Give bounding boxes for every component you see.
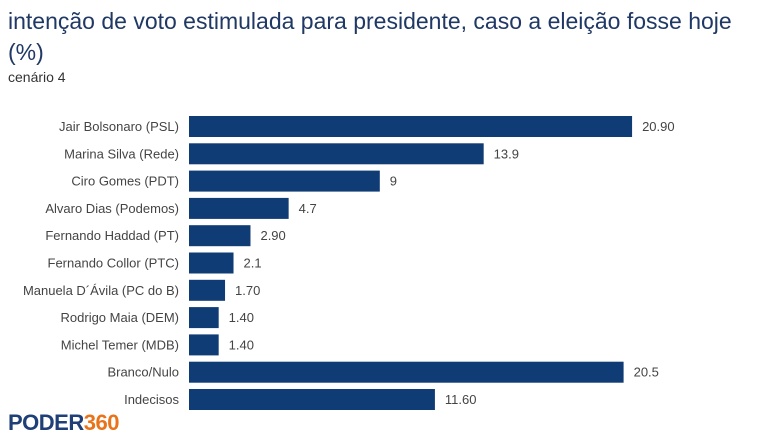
chart-subtitle: cenário 4 <box>8 69 66 85</box>
category-label: Manuela D´Ávila (PC do B) <box>23 283 179 298</box>
category-label: Alvaro Dias (Podemos) <box>45 201 179 216</box>
value-label: 13.9 <box>494 146 519 161</box>
bar <box>189 307 219 329</box>
category-label: Rodrigo Maia (DEM) <box>61 310 179 325</box>
value-label: 2.90 <box>260 228 285 243</box>
bar <box>189 334 219 356</box>
value-label: 11.60 <box>445 392 477 407</box>
poder360-logo: PODER360 <box>8 410 119 436</box>
bar <box>189 389 435 410</box>
value-label: 9 <box>390 174 397 189</box>
bar <box>189 361 624 383</box>
value-label: 1.40 <box>229 310 254 325</box>
category-label: Fernando Collor (PTC) <box>48 256 180 271</box>
value-label: 1.70 <box>235 283 260 298</box>
chart-title: intenção de voto estimulada para preside… <box>8 8 732 65</box>
category-label: Branco/Nulo <box>107 365 179 380</box>
value-label: 4.7 <box>299 201 317 216</box>
bar <box>189 170 380 192</box>
bar <box>189 252 234 274</box>
logo-text-360: 360 <box>83 410 120 435</box>
bar <box>189 225 251 247</box>
category-label: Jair Bolsonaro (PSL) <box>59 119 179 134</box>
logo-text-poder: PODER <box>8 410 84 435</box>
category-label: Ciro Gomes (PDT) <box>71 174 179 189</box>
bar <box>189 143 484 165</box>
category-label: Michel Temer (MDB) <box>61 337 179 352</box>
value-label: 1.40 <box>229 337 254 352</box>
category-label: Fernando Haddad (PT) <box>45 228 179 243</box>
value-label: 2.1 <box>244 256 262 271</box>
bar <box>189 197 289 219</box>
bar <box>189 279 226 301</box>
category-label: Marina Silva (Rede) <box>64 146 179 161</box>
value-label: 20.90 <box>642 119 675 134</box>
value-label: 20.5 <box>634 365 659 380</box>
bar <box>189 116 633 137</box>
category-label: Indecisos <box>124 392 179 407</box>
